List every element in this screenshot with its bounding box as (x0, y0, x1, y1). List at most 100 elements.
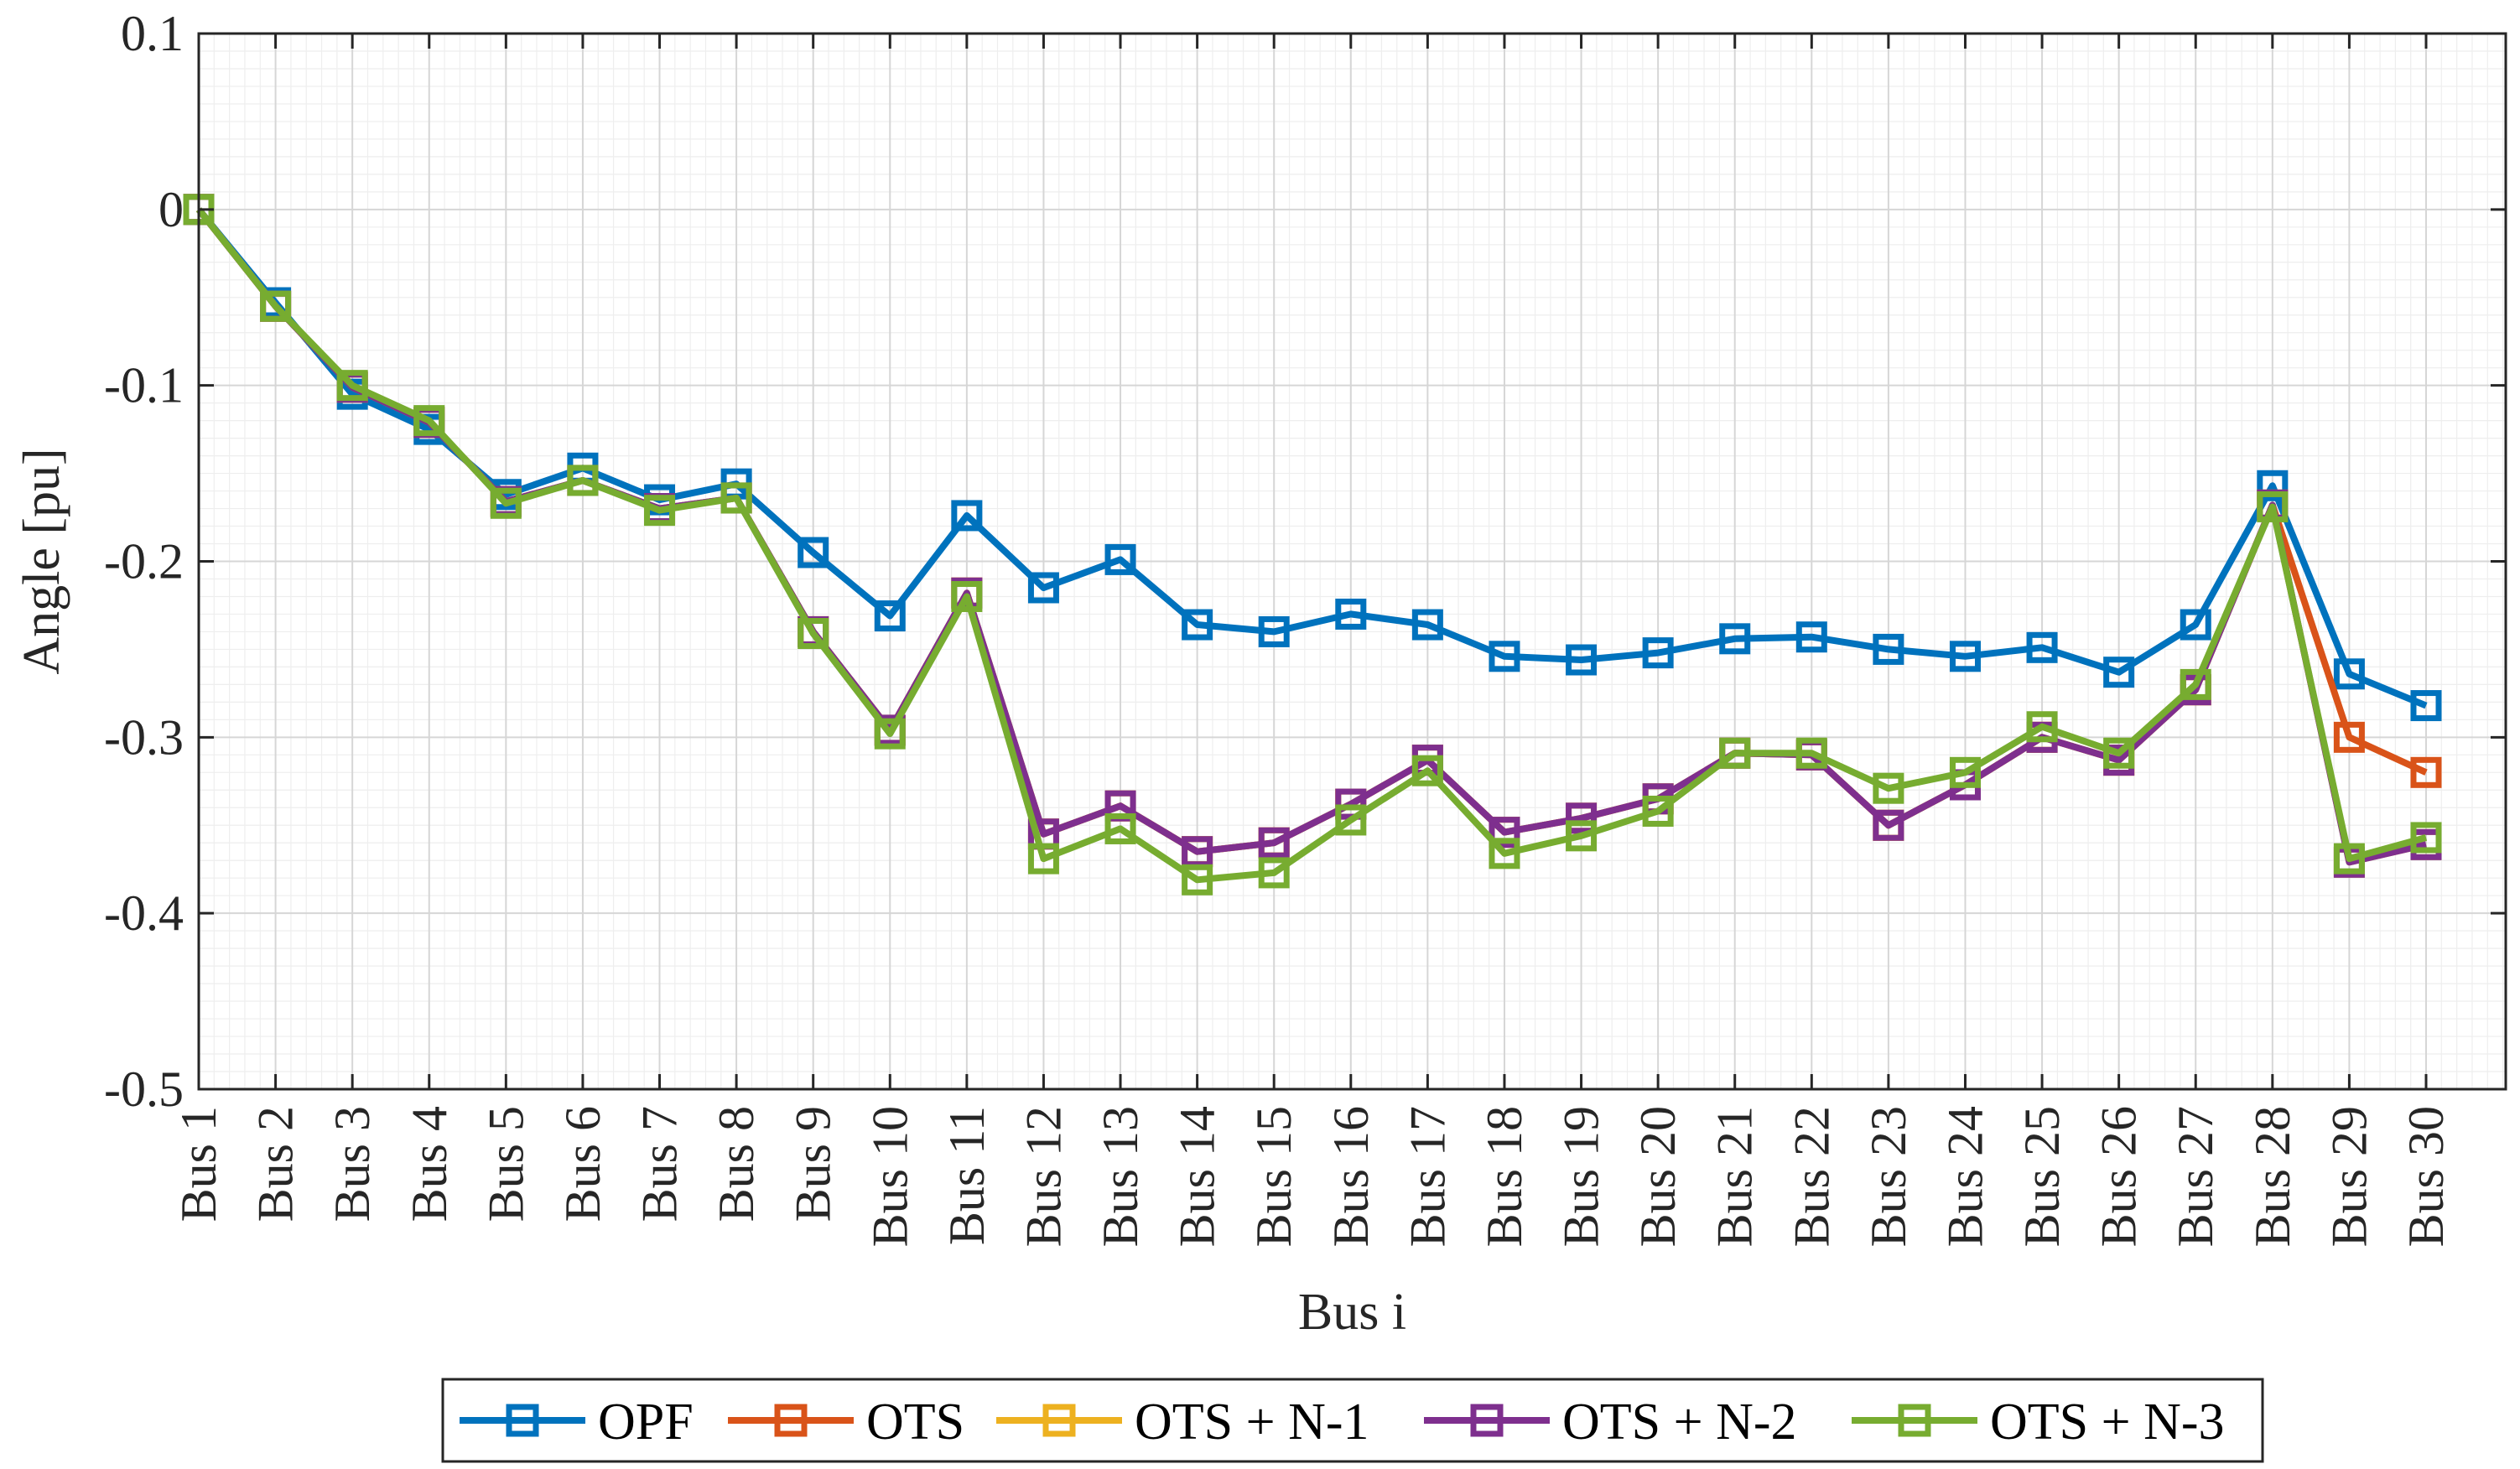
data-point (1873, 772, 1904, 804)
data-point (1258, 615, 1290, 647)
data-point (1182, 836, 1213, 868)
y-tick-label: 0 (158, 182, 184, 237)
x-tick-label: Bus 14 (1170, 1106, 1225, 1247)
x-tick-label: Bus 15 (1246, 1106, 1302, 1247)
data-point (2026, 711, 2058, 743)
legend-label: OTS + N-1 (1135, 1394, 1369, 1451)
data-point (1489, 838, 1520, 869)
x-tick-label: Bus 8 (709, 1106, 764, 1222)
x-tick-label: Bus 2 (248, 1106, 304, 1222)
data-point (260, 290, 292, 322)
y-tick-label: -0.2 (104, 534, 184, 589)
data-point (1104, 543, 1136, 575)
x-tick-label: Bus 30 (2398, 1106, 2454, 1247)
x-tick-label: Bus 7 (632, 1106, 688, 1222)
data-point (2410, 756, 2442, 788)
data-point (1489, 817, 1520, 849)
data-point (1027, 572, 1059, 604)
data-point (1411, 755, 1443, 786)
data-point (874, 718, 906, 750)
data-point (1949, 756, 1981, 788)
x-tick-label: Bus 29 (2321, 1106, 2377, 1247)
data-point (1411, 609, 1443, 641)
data-point (2026, 631, 2058, 663)
x-axis-title: Bus i (1298, 1284, 1406, 1341)
data-point (1104, 812, 1136, 844)
data-point (1642, 637, 1674, 669)
data-point (874, 600, 906, 632)
data-point (1873, 633, 1904, 665)
y-tick-label: -0.3 (104, 709, 184, 765)
x-tick-label: Bus 25 (2014, 1106, 2070, 1247)
data-point (798, 618, 829, 650)
x-tick-label: Bus 27 (2168, 1106, 2223, 1247)
data-point (1258, 827, 1290, 859)
data-point (1027, 843, 1059, 875)
legend-item: OTS + N-3 (1852, 1394, 2225, 1451)
data-point (798, 537, 829, 568)
x-tick-label: Bus 11 (939, 1106, 995, 1245)
data-point (1182, 864, 1213, 895)
x-tick-label: Bus 19 (1554, 1106, 1609, 1247)
series-ots-n-3 (183, 194, 2442, 895)
data-point (2333, 843, 2365, 875)
legend-label: OTS + N-3 (1990, 1394, 2225, 1451)
data-point (2180, 609, 2211, 641)
data-point (1566, 802, 1598, 834)
x-tick-label: Bus 6 (555, 1106, 611, 1222)
y-tick-label: -0.5 (104, 1062, 184, 1117)
legend-item: OTS + N-2 (1424, 1394, 1797, 1451)
legend-swatch-marker (1470, 1404, 1504, 1437)
data-point (1949, 641, 1981, 672)
y-tick-label: 0.1 (121, 6, 184, 61)
y-axis-title: Angle [pu] (13, 448, 70, 674)
x-tick-label: Bus 13 (1093, 1106, 1148, 1247)
legend-swatch-marker (774, 1404, 808, 1437)
data-point (2103, 737, 2135, 769)
data-point (2410, 822, 2442, 854)
x-tick-label: Bus 18 (1477, 1106, 1532, 1247)
data-point (2103, 657, 2135, 688)
data-point (2333, 721, 2365, 753)
x-tick-label: Bus 10 (862, 1106, 917, 1247)
x-tick-label: Bus 12 (1016, 1106, 1071, 1247)
data-point (720, 482, 752, 514)
data-point (2257, 491, 2289, 522)
x-tick-label: Bus 16 (1323, 1106, 1379, 1247)
data-point (2333, 658, 2365, 690)
data-point (336, 370, 368, 402)
data-point (2180, 668, 2211, 700)
data-point (1566, 820, 1598, 852)
x-axis: Bus 1 Bus 2 Bus 3 Bus 4 Bus 5 Bus 6 Bus 7 Bus 8… (171, 34, 2454, 1247)
data-point (644, 495, 676, 527)
data-point (1258, 857, 1290, 889)
legend-item: OTS (728, 1394, 964, 1451)
legend-item: OPF (460, 1394, 694, 1451)
x-tick-label: Bus 21 (1707, 1106, 1763, 1247)
y-tick-label: -0.1 (104, 358, 184, 413)
legend-label: OTS + N-2 (1562, 1394, 1797, 1451)
legend-swatch-marker (506, 1404, 539, 1437)
series-layer (183, 194, 2442, 895)
data-point (1719, 623, 1751, 655)
data-point (2257, 470, 2289, 501)
x-tick-label: Bus 24 (1937, 1106, 1993, 1247)
data-point (1489, 641, 1520, 672)
x-tick-label: Bus 1 (171, 1106, 226, 1222)
data-point (1873, 809, 1904, 841)
x-tick-label: Bus 17 (1400, 1106, 1455, 1247)
data-point (951, 500, 983, 532)
y-axis: 0.1 0 -0.1 -0.2 -0.3 -0.4 -0.5 (104, 6, 2506, 1117)
data-point (1795, 621, 1827, 653)
data-point (2410, 690, 2442, 722)
legend-swatch-marker (1042, 1404, 1076, 1437)
legend-label: OPF (598, 1394, 694, 1451)
data-point (1795, 737, 1827, 769)
data-point (951, 580, 983, 612)
legend-swatch-marker (1898, 1404, 1931, 1437)
y-tick-label: -0.4 (104, 885, 184, 941)
x-tick-label: Bus 26 (2091, 1106, 2147, 1247)
data-point (490, 487, 522, 519)
x-tick-label: Bus 5 (478, 1106, 533, 1222)
